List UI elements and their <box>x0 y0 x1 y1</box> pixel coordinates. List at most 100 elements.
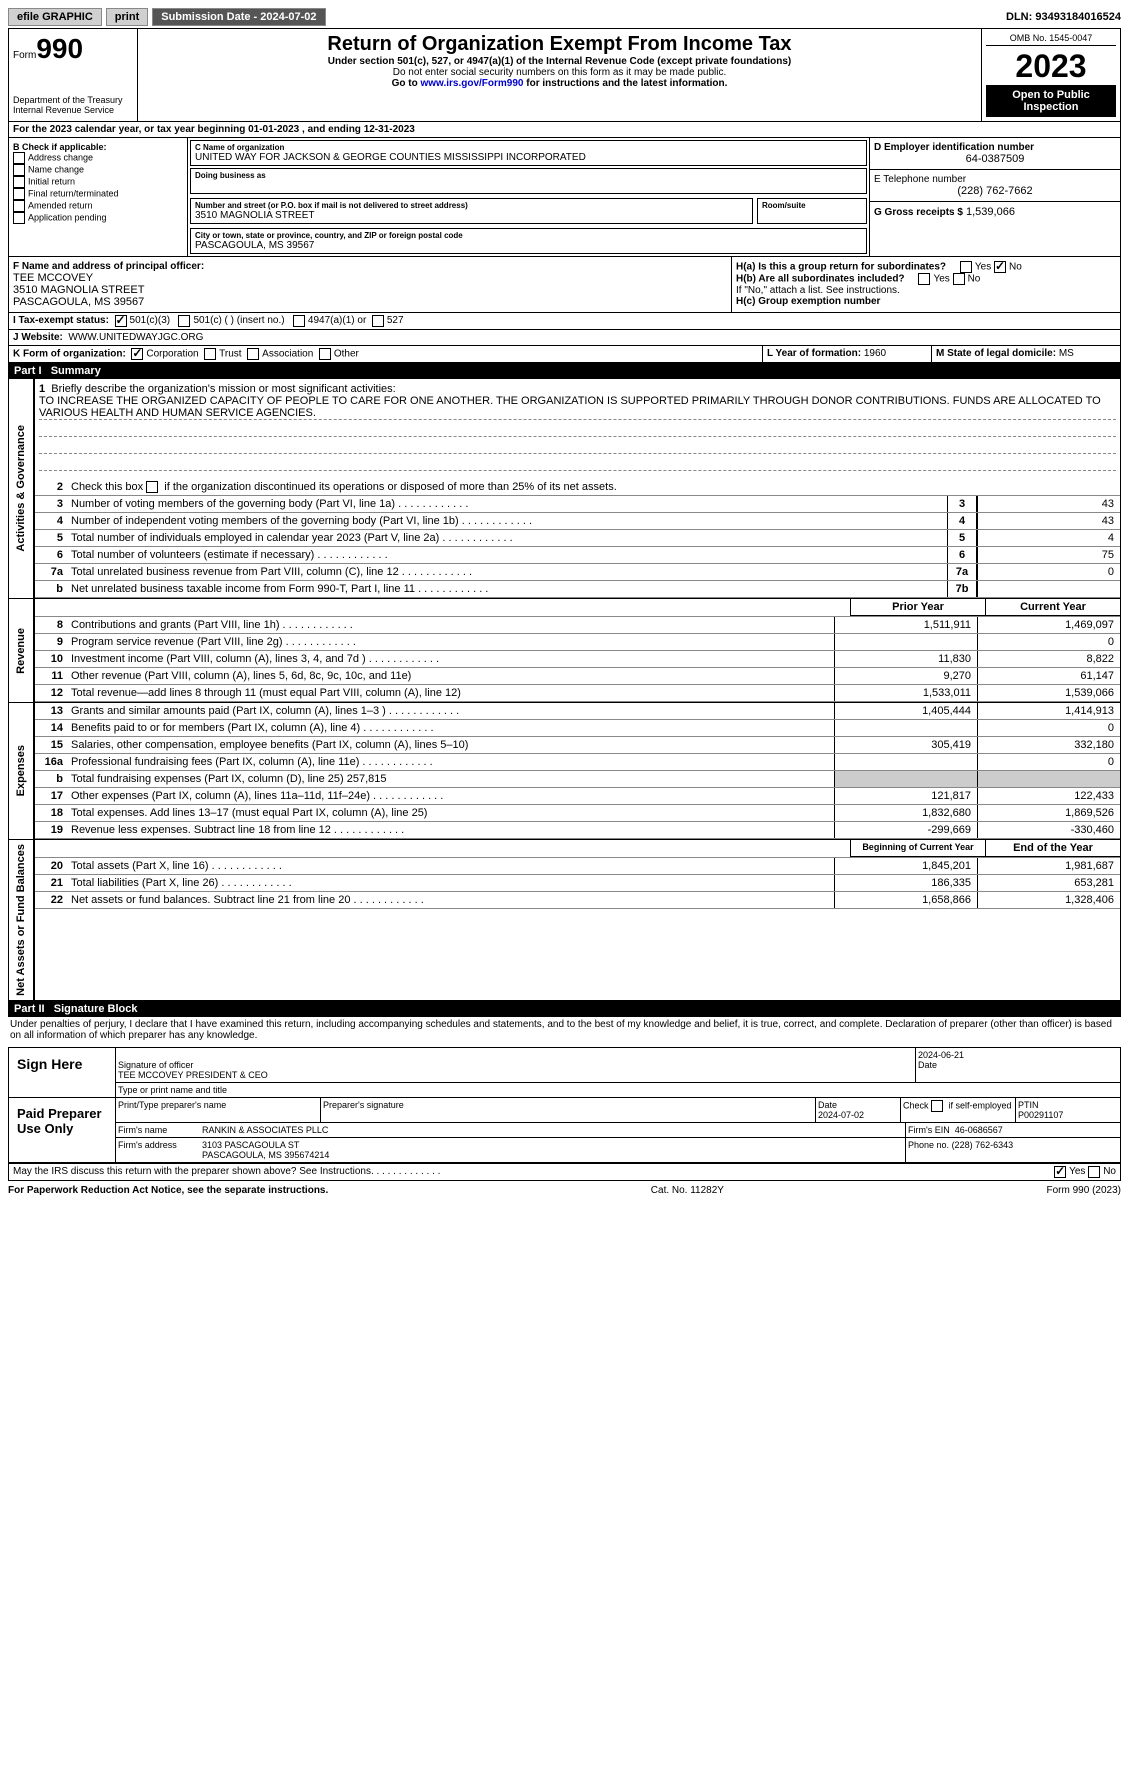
side-expenses: Expenses <box>9 703 35 839</box>
v5: 4 <box>977 530 1120 546</box>
ha-no[interactable] <box>994 261 1006 273</box>
chk-address[interactable] <box>13 152 25 164</box>
form-title: Return of Organization Exempt From Incom… <box>142 33 977 56</box>
l1-text: TO INCREASE THE ORGANIZED CAPACITY OF PE… <box>39 395 1116 420</box>
firm-name: RANKIN & ASSOCIATES PLLC <box>200 1123 906 1137</box>
org-name-box: C Name of organization UNITED WAY FOR JA… <box>190 140 867 166</box>
part2-header: Part II Signature Block <box>8 1001 1121 1017</box>
ha-yes[interactable] <box>960 261 972 273</box>
l17: Other expenses (Part IX, column (A), lin… <box>67 788 834 804</box>
line-k: K Form of organization: Corporation Trus… <box>9 346 763 362</box>
efile-btn[interactable]: efile GRAPHIC <box>8 8 102 26</box>
chk-4947[interactable] <box>293 315 305 327</box>
l11: Other revenue (Part VIII, column (A), li… <box>67 668 834 684</box>
chk-527[interactable] <box>372 315 384 327</box>
chk-final[interactable] <box>13 188 25 200</box>
hb-yes[interactable] <box>918 273 930 285</box>
l22: Net assets or fund balances. Subtract li… <box>67 892 834 908</box>
chk-trust[interactable] <box>204 348 216 360</box>
chk-other[interactable] <box>319 348 331 360</box>
omb-number: OMB No. 1545-0047 <box>986 33 1116 46</box>
sig-officer-label: Signature of officer <box>118 1060 913 1070</box>
discuss-line: May the IRS discuss this return with the… <box>8 1164 1121 1181</box>
chk-501c3[interactable] <box>115 315 127 327</box>
l21: Total liabilities (Part X, line 26) <box>67 875 834 891</box>
ptin: P00291107 <box>1018 1110 1063 1120</box>
side-netassets: Net Assets or Fund Balances <box>9 840 35 1000</box>
line-i: I Tax-exempt status: 501(c)(3) 501(c) ( … <box>8 313 1121 330</box>
l18: Total expenses. Add lines 13–17 (must eq… <box>67 805 834 821</box>
form-header: Form990 Department of the TreasuryIntern… <box>8 28 1121 122</box>
v7b <box>977 581 1120 597</box>
paid-preparer-label: Paid Preparer Use Only <box>9 1098 116 1162</box>
prep-date: 2024-07-02 <box>818 1110 864 1120</box>
discuss-no[interactable] <box>1088 1166 1100 1178</box>
chk-amended[interactable] <box>13 200 25 212</box>
subtitle-1: Under section 501(c), 527, or 4947(a)(1)… <box>142 56 977 67</box>
form-number: 990 <box>36 33 83 64</box>
chk-name[interactable] <box>13 164 25 176</box>
l5: Total number of individuals employed in … <box>67 530 947 546</box>
subtitle-3: Go to www.irs.gov/Form990 for instructio… <box>142 78 977 89</box>
page-footer: For Paperwork Reduction Act Notice, see … <box>8 1185 1121 1196</box>
l10: Investment income (Part VIII, column (A)… <box>67 651 834 667</box>
hb-no[interactable] <box>953 273 965 285</box>
l3: Number of voting members of the governin… <box>67 496 947 512</box>
chk-assoc[interactable] <box>247 348 259 360</box>
room-box: Room/suite <box>757 198 867 224</box>
firm-phone: (228) 762-6343 <box>952 1140 1014 1150</box>
chk-l2[interactable] <box>146 481 158 493</box>
part1-header: Part I Summary <box>8 363 1121 379</box>
chk-501c[interactable] <box>178 315 190 327</box>
end-hdr: End of the Year <box>985 840 1120 857</box>
subtitle-2: Do not enter social security numbers on … <box>142 67 977 78</box>
column-b: B Check if applicable: Address change Na… <box>9 138 188 256</box>
l20: Total assets (Part X, line 16) <box>67 858 834 874</box>
line-l: L Year of formation: 1960 <box>763 346 932 362</box>
l1-label: Briefly describe the organization's miss… <box>51 383 395 395</box>
l13: Grants and similar amounts paid (Part IX… <box>67 703 834 719</box>
l16b: Total fundraising expenses (Part IX, col… <box>67 771 834 787</box>
l14: Benefits paid to or for members (Part IX… <box>67 720 834 736</box>
l19: Revenue less expenses. Subtract line 18 … <box>67 822 834 838</box>
chk-self-emp[interactable] <box>931 1100 943 1112</box>
tax-year: 2023 <box>986 48 1116 85</box>
l12: Total revenue—add lines 8 through 11 (mu… <box>67 685 834 701</box>
v7a: 0 <box>977 564 1120 580</box>
line-a: For the 2023 calendar year, or tax year … <box>8 122 1121 138</box>
chk-corp[interactable] <box>131 348 143 360</box>
officer-box: F Name and address of principal officer:… <box>9 257 732 312</box>
chk-initial[interactable] <box>13 176 25 188</box>
form-label: Form <box>13 50 36 61</box>
v6: 75 <box>977 547 1120 563</box>
v4: 43 <box>977 513 1120 529</box>
l7a: Total unrelated business revenue from Pa… <box>67 564 947 580</box>
dept-label: Department of the TreasuryInternal Reven… <box>13 95 133 115</box>
sig-officer-name: TEE MCCOVEY PRESIDENT & CEO <box>118 1070 913 1080</box>
firm-ein: 46-0686567 <box>955 1125 1003 1135</box>
penalties-text: Under penalties of perjury, I declare th… <box>8 1017 1121 1043</box>
beg-hdr: Beginning of Current Year <box>850 840 985 857</box>
v3: 43 <box>977 496 1120 512</box>
h-section: H(a) Is this a group return for subordin… <box>732 257 1120 312</box>
prep-name-label: Print/Type preparer's name <box>116 1098 321 1122</box>
dba-box: Doing business as <box>190 168 867 194</box>
current-hdr: Current Year <box>985 599 1120 616</box>
column-defg: D Employer identification number 64-0387… <box>870 138 1120 256</box>
topbar: efile GRAPHIC print Submission Date - 20… <box>8 8 1121 26</box>
l9: Program service revenue (Part VIII, line… <box>67 634 834 650</box>
l4: Number of independent voting members of … <box>67 513 947 529</box>
line-j: J Website: WWW.UNITEDWAYJGC.ORG <box>8 330 1121 346</box>
prior-hdr: Prior Year <box>850 599 985 616</box>
irs-link[interactable]: www.irs.gov/Form990 <box>420 78 523 89</box>
print-btn[interactable]: print <box>106 8 148 26</box>
dln: DLN: 93493184016524 <box>1006 11 1121 23</box>
prep-sig-label: Preparer's signature <box>321 1098 816 1122</box>
side-revenue: Revenue <box>9 599 35 702</box>
self-employed: Check if self-employed <box>901 1098 1016 1122</box>
l6: Total number of volunteers (estimate if … <box>67 547 947 563</box>
discuss-yes[interactable] <box>1054 1166 1066 1178</box>
sign-here-label: Sign Here <box>9 1048 116 1097</box>
city-box: City or town, state or province, country… <box>190 228 867 254</box>
chk-app[interactable] <box>13 212 25 224</box>
